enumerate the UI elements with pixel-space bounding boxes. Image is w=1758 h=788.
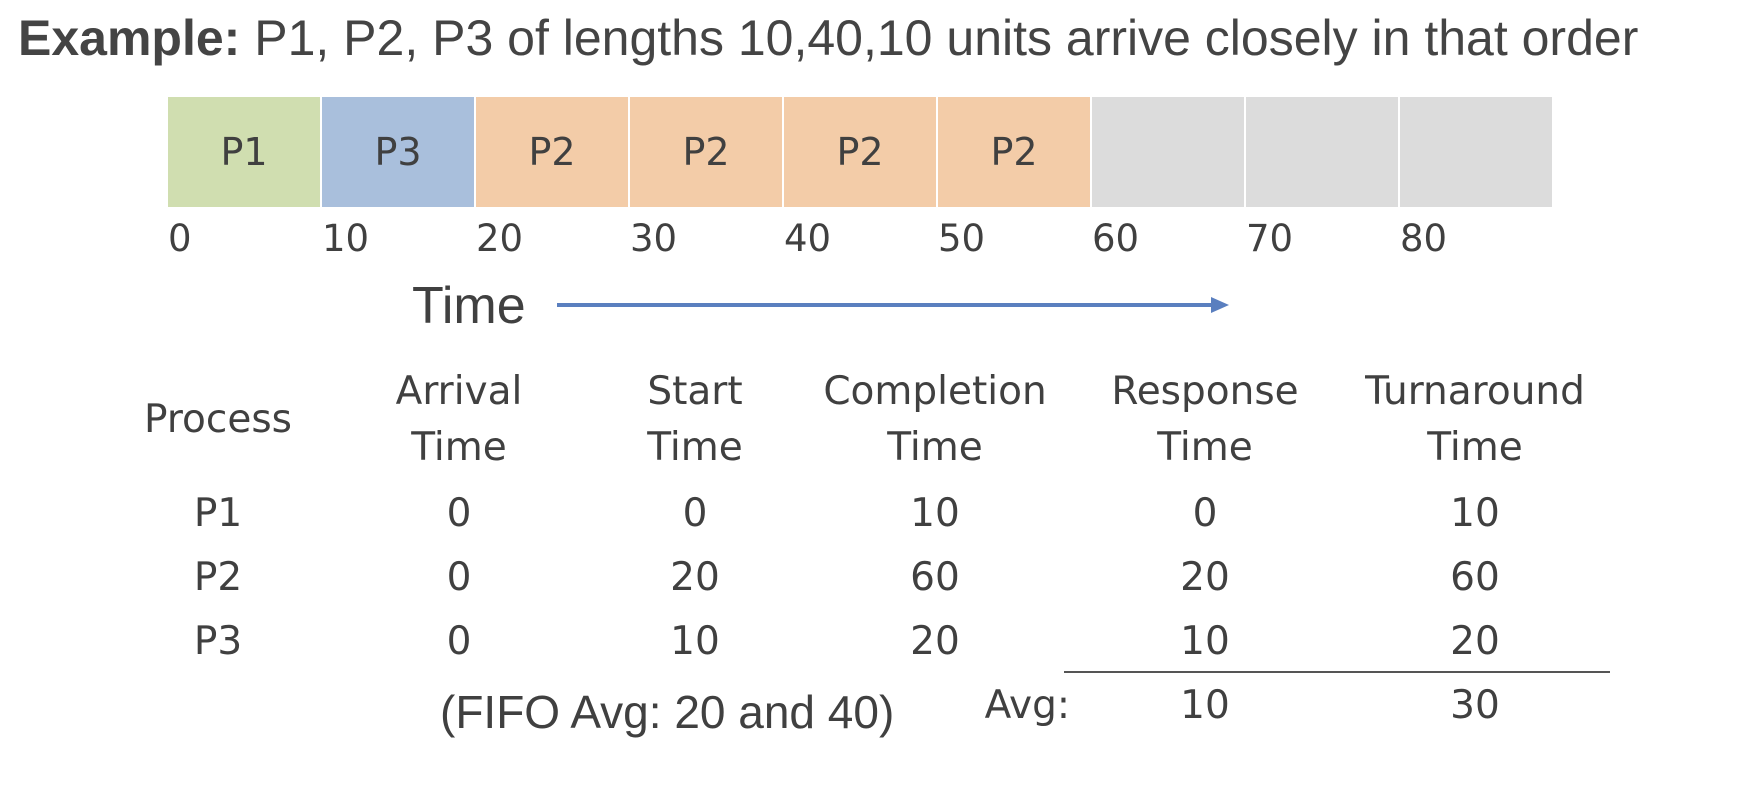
header-arrival-time: Arrival Time <box>359 364 559 476</box>
fifo-average-note: (FIFO Avg: 20 and 40) <box>440 686 895 738</box>
table-cell: 20 <box>1180 555 1230 600</box>
timeline-tick: 20 <box>476 217 524 260</box>
header-completion-time: Completion Time <box>810 364 1060 476</box>
timeline-slot: P2 <box>784 97 936 207</box>
table-cell: P1 <box>193 491 243 536</box>
table-cell: 0 <box>446 491 472 536</box>
table-cell: P2 <box>193 555 243 600</box>
table-cell: 60 <box>910 555 960 600</box>
table-cell: 0 <box>446 619 472 664</box>
timeline-slot <box>1400 97 1552 207</box>
title-text: P1, P2, P3 of lengths 10,40,10 units arr… <box>240 10 1639 66</box>
header-line: Turnaround <box>1365 369 1585 414</box>
time-axis-label: Time <box>412 277 526 335</box>
table-cell: 0 <box>446 555 472 600</box>
timeline-slot <box>1246 97 1398 207</box>
table-cell: 60 <box>1450 555 1500 600</box>
timeline-slot: P2 <box>938 97 1090 207</box>
totals-divider <box>1064 671 1610 673</box>
header-line: Time <box>887 425 983 470</box>
title-bold-prefix: Example: <box>18 10 241 66</box>
header-turnaround-time: Turnaround Time <box>1340 364 1610 476</box>
gantt-timeline: P1 P3 P2 P2 P2 P2 <box>168 97 1552 207</box>
timeline-tick: 40 <box>784 217 832 260</box>
header-line: Time <box>1427 425 1523 470</box>
header-line: Start <box>647 369 743 414</box>
header-line: Time <box>647 425 743 470</box>
timeline-tick: 0 <box>168 217 192 260</box>
timeline-slot: P2 <box>476 97 628 207</box>
table-cell: 20 <box>910 619 960 664</box>
timeline-slot <box>1092 97 1244 207</box>
table-cell: P3 <box>193 619 243 664</box>
timeline-tick: 10 <box>322 217 370 260</box>
table-cell: 0 <box>1192 491 1218 536</box>
table-cell: 0 <box>682 491 708 536</box>
header-response-time: Response Time <box>1085 364 1325 476</box>
header-line: Completion <box>823 369 1047 414</box>
timeline-tick: 70 <box>1246 217 1294 260</box>
timeline-slot: P1 <box>168 97 320 207</box>
timeline-tick: 50 <box>938 217 986 260</box>
header-line: Arrival <box>395 369 523 414</box>
table-cell: 20 <box>1450 619 1500 664</box>
time-arrow-icon <box>557 297 1229 313</box>
slide-title: Example: P1, P2, P3 of lengths 10,40,10 … <box>18 8 1638 68</box>
table-cell: 10 <box>1180 619 1230 664</box>
timeline-slot: P3 <box>322 97 474 207</box>
timeline-tick: 60 <box>1092 217 1140 260</box>
header-line: Response <box>1111 369 1299 414</box>
table-cell: 10 <box>1450 491 1500 536</box>
timeline-tick: 30 <box>630 217 678 260</box>
header-line: Process <box>144 397 292 442</box>
avg-label: Avg: <box>984 683 1070 728</box>
header-process: Process <box>128 392 308 448</box>
table-cell: 10 <box>670 619 720 664</box>
timeline-tick: 80 <box>1400 217 1448 260</box>
table-cell: 10 <box>910 491 960 536</box>
header-line: Time <box>411 425 507 470</box>
header-line: Time <box>1157 425 1253 470</box>
header-start-time: Start Time <box>595 364 795 476</box>
table-cell: 20 <box>670 555 720 600</box>
timeline-slot: P2 <box>630 97 782 207</box>
avg-turnaround-time: 30 <box>1450 683 1500 728</box>
avg-response-time: 10 <box>1180 683 1230 728</box>
